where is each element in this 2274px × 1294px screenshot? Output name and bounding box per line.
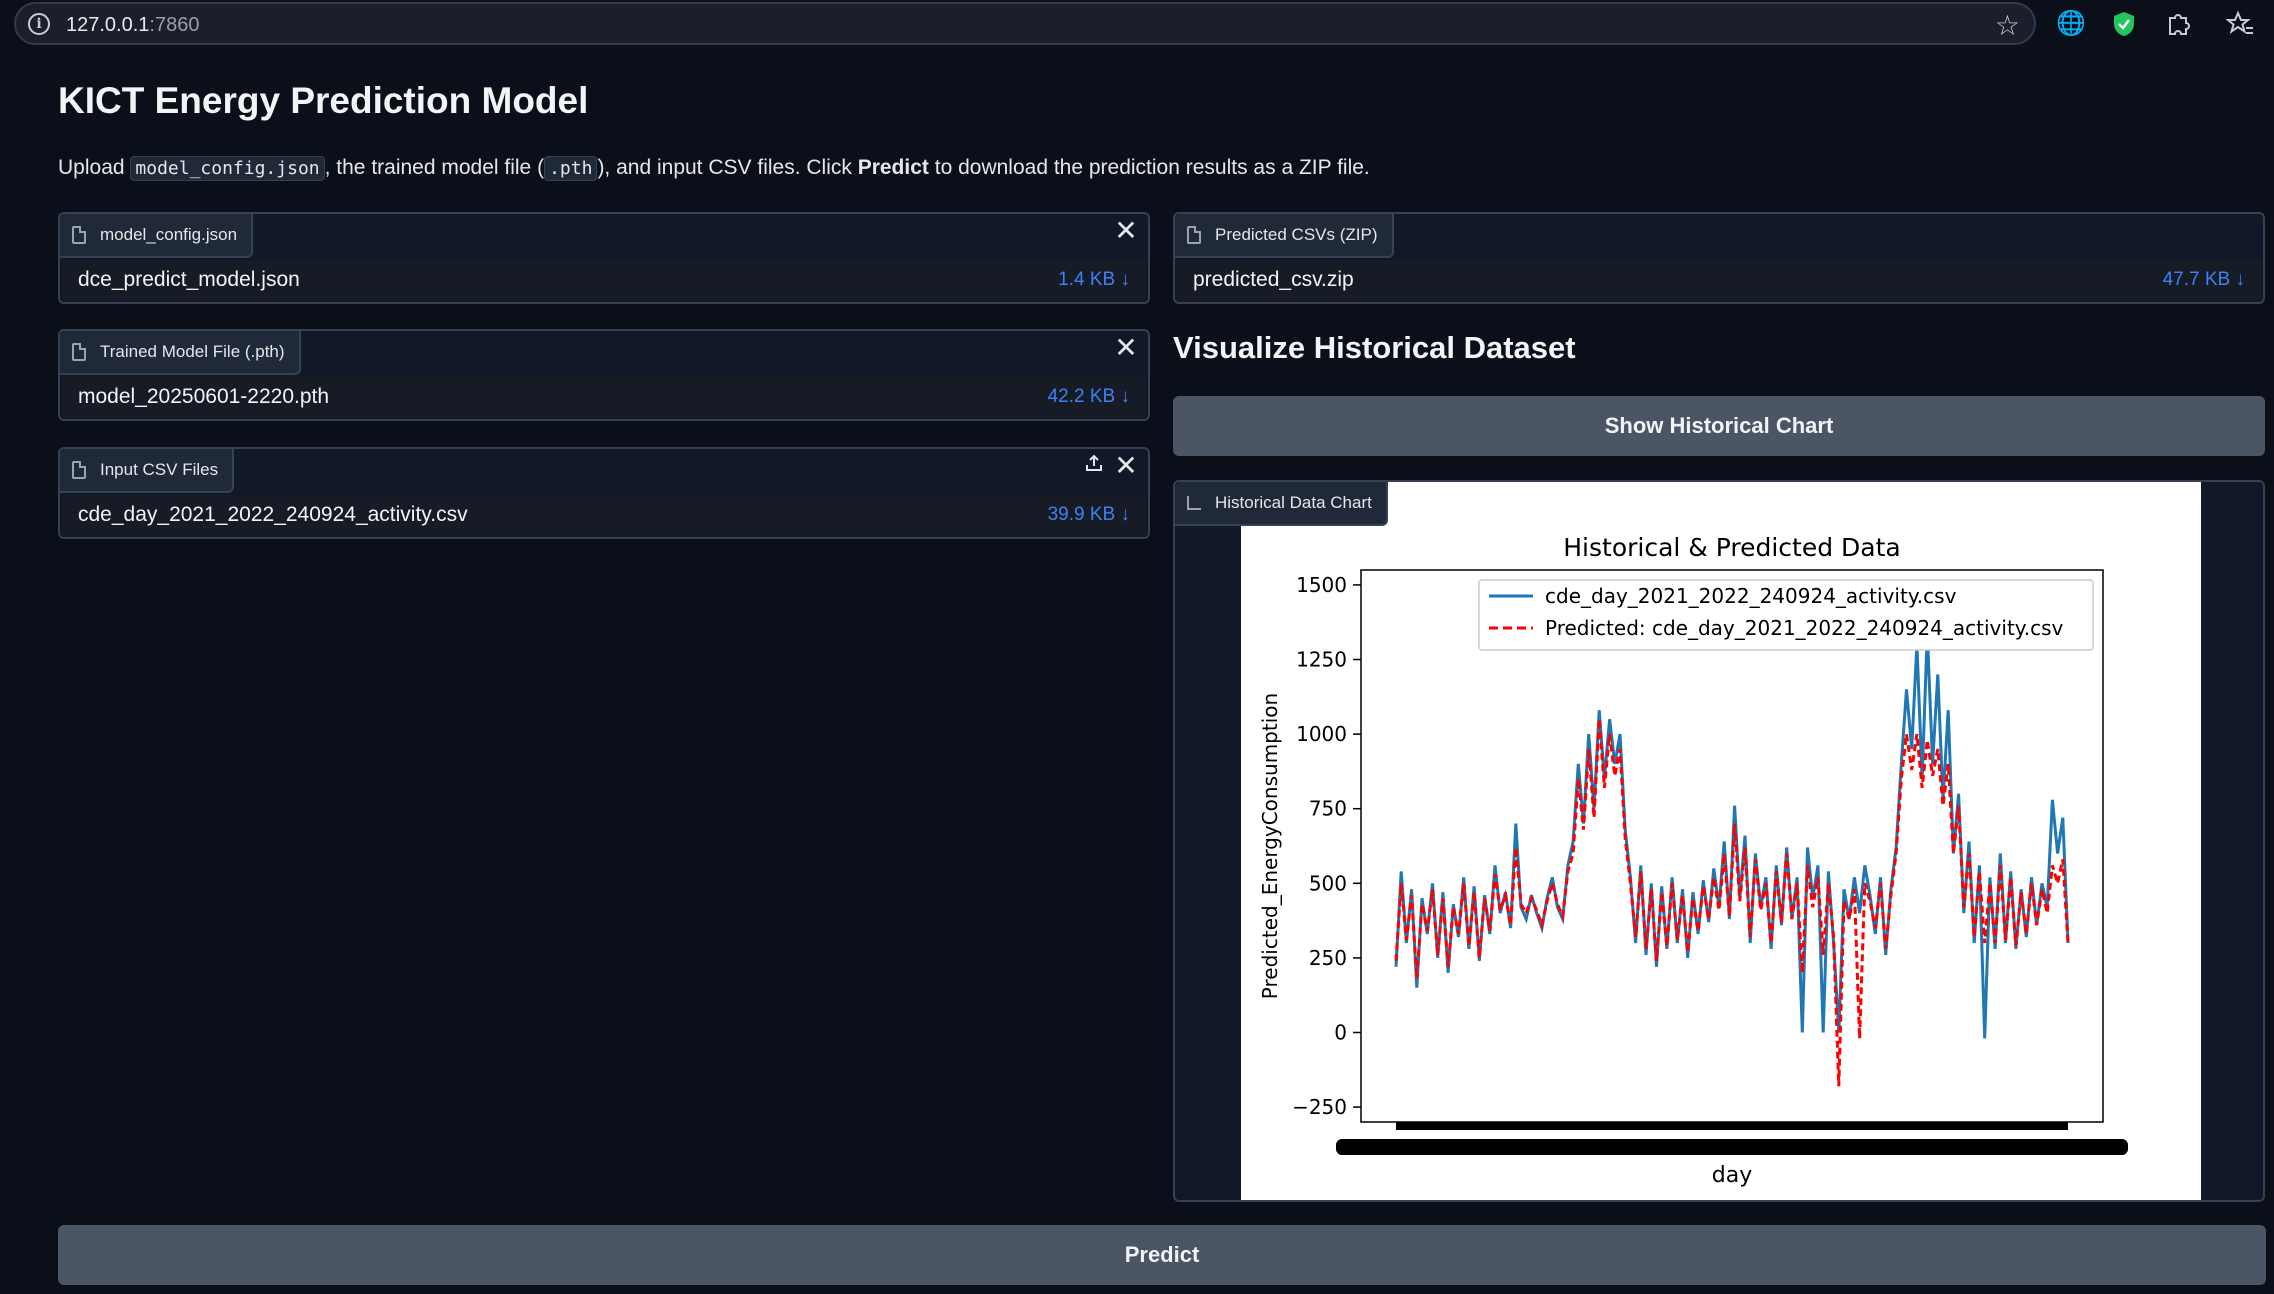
info-icon[interactable]: i: [28, 13, 50, 35]
predict-button[interactable]: Predict: [58, 1225, 2266, 1285]
browser-toolbar: i 127.0.0.1:7860 ☆ 🌐: [0, 0, 2274, 48]
y-tick-label: 250: [1309, 946, 1347, 970]
file-row: model_20250601-2220.pth 42.2 KB ↓: [62, 377, 1146, 419]
y-tick-label: 500: [1309, 871, 1347, 895]
upload-icon[interactable]: [1080, 453, 1108, 481]
file-download-link[interactable]: 42.2 KB ↓: [1047, 386, 1130, 407]
chart-icon: [1187, 496, 1201, 510]
puzzle-icon[interactable]: [2164, 10, 2192, 38]
address-bar[interactable]: i 127.0.0.1:7860 ☆: [14, 2, 2036, 45]
file-label: Trained Model File (.pth): [60, 331, 301, 375]
y-tick-label: −250: [1292, 1095, 1347, 1119]
file-download-link[interactable]: 47.7 KB ↓: [2162, 269, 2245, 290]
close-icon[interactable]: ✕: [1114, 215, 1138, 246]
legend-entry-predicted: Predicted: cde_day_2021_2022_240924_acti…: [1545, 616, 2064, 640]
file-icon: [72, 343, 86, 361]
file-label: Predicted CSVs (ZIP): [1175, 214, 1394, 258]
predicted-csv-output: Predicted CSVs (ZIP) predicted_csv.zip 4…: [1173, 212, 2265, 304]
file-icon: [72, 226, 86, 244]
input-csv-upload: Input CSV Files ✕ cde_day_2021_2022_2409…: [58, 447, 1150, 539]
star-icon[interactable]: ☆: [1994, 10, 2020, 41]
chart-image: −250 0 250 500 750 1000 1250 1500 Historical & …: [1241, 482, 2201, 1200]
file-row: predicted_csv.zip 47.7 KB ↓: [1177, 260, 2261, 302]
file-icon: [72, 461, 86, 479]
y-tick-label: 750: [1309, 797, 1347, 821]
file-label: Input CSV Files: [60, 449, 235, 493]
file-row: dce_predict_model.json 1.4 KB ↓: [62, 260, 1146, 302]
close-icon[interactable]: ✕: [1114, 332, 1138, 363]
trained-model-upload: Trained Model File (.pth) ✕ model_202506…: [58, 329, 1150, 421]
legend: cde_day_2021_2022_240924_activity.csv Pr…: [1478, 579, 2094, 651]
y-tick-label: 1500: [1296, 573, 1347, 597]
y-axis-label: Predicted_EnergyConsumption: [1258, 693, 1282, 999]
url-text[interactable]: 127.0.0.1:7860: [66, 14, 200, 36]
file-name: model_20250601-2220.pth: [78, 385, 330, 408]
legend-entry-actual: cde_day_2021_2022_240924_activity.csv: [1545, 584, 1957, 608]
page-description: Upload model_config.json, the trained mo…: [58, 156, 1370, 181]
plot-frame: [1360, 569, 2104, 1123]
model-config-upload: model_config.json ✕ dce_predict_model.js…: [58, 212, 1150, 304]
file-name: cde_day_2021_2022_240924_activity.csv: [78, 503, 468, 526]
chart-svg: −250 0 250 500 750 1000 1250 1500 Historical & …: [1258, 533, 2128, 1188]
chart-label: Historical Data Chart: [1175, 482, 1388, 526]
file-label: model_config.json: [60, 214, 254, 258]
x-axis-label: day: [1712, 1163, 1752, 1188]
file-icon: [1187, 226, 1201, 244]
file-download-link[interactable]: 39.9 KB ↓: [1047, 504, 1130, 525]
globe-icon[interactable]: 🌐: [2056, 10, 2086, 37]
y-tick-label: 0: [1334, 1020, 1347, 1044]
chart-title: Historical & Predicted Data: [1563, 533, 1901, 562]
x-tick-marks: [1396, 1122, 2068, 1130]
close-icon[interactable]: ✕: [1114, 450, 1138, 481]
y-tick-label: 1250: [1296, 648, 1347, 672]
favorites-icon[interactable]: [2225, 10, 2254, 38]
shield-icon[interactable]: [2110, 10, 2138, 38]
file-name: predicted_csv.zip: [1193, 268, 1354, 291]
visualize-section-title: Visualize Historical Dataset: [1173, 330, 1576, 365]
y-tick-label: 1000: [1296, 722, 1347, 746]
file-download-link[interactable]: 1.4 KB ↓: [1058, 269, 1130, 290]
page-title: KICT Energy Prediction Model: [58, 80, 589, 121]
file-row: cde_day_2021_2022_240924_activity.csv 39…: [62, 495, 1146, 537]
show-historical-chart-button[interactable]: Show Historical Chart: [1173, 396, 2265, 456]
historical-chart-panel: Historical Data Chart −250 0 250 500 750 1000…: [1173, 480, 2265, 1202]
series-line-predicted: [1394, 719, 2070, 1087]
x-tick-labels: [1336, 1139, 2128, 1155]
series-line-actual: [1394, 632, 2070, 1039]
file-name: dce_predict_model.json: [78, 268, 300, 291]
